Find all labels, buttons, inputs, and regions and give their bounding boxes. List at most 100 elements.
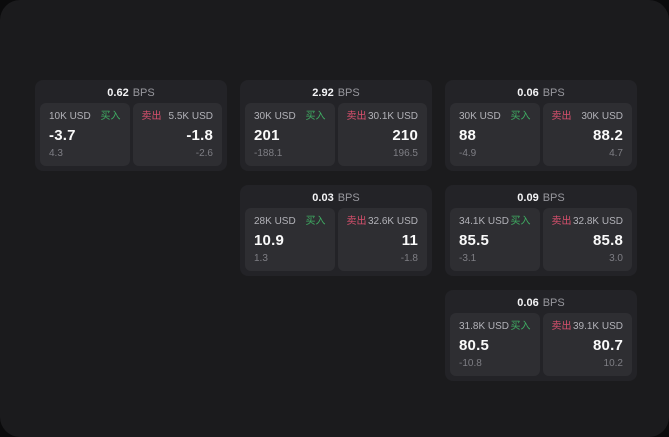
quote-card: 0.09 BPS 34.1K USD 买入 85.5 -3.1 卖出 32.8K… bbox=[445, 185, 637, 276]
buy-size: 31.8K USD bbox=[459, 321, 510, 332]
buy-delta: 1.3 bbox=[254, 253, 268, 264]
buy-delta: 4.3 bbox=[49, 148, 63, 159]
sell-delta: 196.5 bbox=[392, 148, 418, 159]
sell-label: 卖出 bbox=[141, 111, 162, 122]
buy-tile[interactable]: 30K USD 买入 201 -188.1 bbox=[245, 103, 335, 166]
sell-price: -1.8 bbox=[186, 126, 213, 144]
buy-price: 80.5 bbox=[459, 336, 489, 354]
buy-size: 30K USD bbox=[459, 111, 501, 122]
sell-tile-top: 卖出 5.5K USD bbox=[142, 111, 214, 123]
sell-tile[interactable]: 卖出 32.6K USD 11 -1.8 bbox=[337, 208, 427, 271]
sell-delta: -1.8 bbox=[400, 253, 418, 264]
quotes-grid: 0.62 BPS 10K USD 买入 -3.7 4.3 卖出 5.5K USD bbox=[35, 80, 637, 381]
quote-card: 0.62 BPS 10K USD 买入 -3.7 4.3 卖出 5.5K USD bbox=[35, 80, 227, 171]
quote-card: 0.06 BPS 30K USD 买入 88 -4.9 卖出 30K USD bbox=[445, 80, 637, 171]
spread-header: 0.06 BPS bbox=[450, 83, 632, 103]
spread-unit: BPS bbox=[132, 87, 155, 99]
sell-label: 卖出 bbox=[551, 216, 572, 227]
sell-price: 11 bbox=[401, 231, 418, 249]
buy-delta: -188.1 bbox=[254, 148, 283, 159]
buy-delta: -4.9 bbox=[459, 148, 477, 159]
buy-tile-top: 34.1K USD 买入 bbox=[459, 216, 531, 228]
sell-size: 5.5K USD bbox=[168, 111, 213, 122]
spread-value: 0.03 bbox=[312, 192, 334, 204]
spread-value: 0.62 bbox=[107, 87, 129, 99]
sell-tile-top: 卖出 32.8K USD bbox=[552, 216, 624, 228]
buy-tile-top: 10K USD 买入 bbox=[49, 111, 121, 123]
sell-label: 卖出 bbox=[346, 216, 367, 227]
buy-price: 88 bbox=[459, 126, 477, 144]
quote-tiles: 31.8K USD 买入 80.5 -10.8 卖出 39.1K USD 80.… bbox=[450, 313, 632, 376]
sell-tile-top: 卖出 32.6K USD bbox=[347, 216, 419, 228]
spread-unit: BPS bbox=[337, 192, 360, 204]
buy-tile-top: 30K USD 买入 bbox=[459, 111, 531, 123]
sell-tile[interactable]: 卖出 39.1K USD 80.7 10.2 bbox=[542, 313, 632, 376]
buy-label: 买入 bbox=[305, 216, 326, 227]
spread-unit: BPS bbox=[337, 87, 360, 99]
quote-tiles: 30K USD 买入 201 -188.1 卖出 30.1K USD 210 1… bbox=[245, 103, 427, 166]
buy-tile-top: 30K USD 买入 bbox=[254, 111, 326, 123]
sell-tile[interactable]: 卖出 5.5K USD -1.8 -2.6 bbox=[132, 103, 222, 166]
spread-value: 0.06 bbox=[517, 297, 539, 309]
buy-label: 买入 bbox=[510, 216, 531, 227]
sell-price: 210 bbox=[392, 126, 418, 144]
sell-size: 39.1K USD bbox=[572, 321, 623, 332]
spread-header: 2.92 BPS bbox=[245, 83, 427, 103]
sell-size: 30.1K USD bbox=[367, 111, 418, 122]
buy-price: 201 bbox=[254, 126, 280, 144]
buy-delta: -3.1 bbox=[459, 253, 477, 264]
buy-tile[interactable]: 31.8K USD 买入 80.5 -10.8 bbox=[450, 313, 540, 376]
sell-label: 卖出 bbox=[346, 111, 367, 122]
buy-price: 10.9 bbox=[254, 231, 284, 249]
quote-card: 2.92 BPS 30K USD 买入 201 -188.1 卖出 30.1K … bbox=[240, 80, 432, 171]
quote-card: 0.03 BPS 28K USD 买入 10.9 1.3 卖出 32.6K US… bbox=[240, 185, 432, 276]
spread-unit: BPS bbox=[542, 87, 565, 99]
sell-price: 85.8 bbox=[593, 231, 623, 249]
buy-tile[interactable]: 34.1K USD 买入 85.5 -3.1 bbox=[450, 208, 540, 271]
sell-tile[interactable]: 卖出 30K USD 88.2 4.7 bbox=[542, 103, 632, 166]
buy-tile-top: 31.8K USD 买入 bbox=[459, 321, 531, 333]
quote-tiles: 28K USD 买入 10.9 1.3 卖出 32.6K USD 11 -1.8 bbox=[245, 208, 427, 271]
buy-tile-top: 28K USD 买入 bbox=[254, 216, 326, 228]
buy-tile[interactable]: 10K USD 买入 -3.7 4.3 bbox=[40, 103, 130, 166]
spread-unit: BPS bbox=[542, 192, 565, 204]
spread-unit: BPS bbox=[542, 297, 565, 309]
quote-tiles: 34.1K USD 买入 85.5 -3.1 卖出 32.8K USD 85.8… bbox=[450, 208, 632, 271]
spread-value: 0.09 bbox=[517, 192, 539, 204]
spread-header: 0.62 BPS bbox=[40, 83, 222, 103]
spread-header: 0.09 BPS bbox=[450, 188, 632, 208]
buy-size: 30K USD bbox=[254, 111, 296, 122]
buy-label: 买入 bbox=[305, 111, 326, 122]
buy-label: 买入 bbox=[510, 111, 531, 122]
sell-tile[interactable]: 卖出 30.1K USD 210 196.5 bbox=[337, 103, 427, 166]
sell-delta: 3.0 bbox=[609, 253, 623, 264]
sell-price: 80.7 bbox=[593, 336, 623, 354]
sell-label: 卖出 bbox=[551, 321, 572, 332]
quote-tiles: 30K USD 买入 88 -4.9 卖出 30K USD 88.2 4.7 bbox=[450, 103, 632, 166]
sell-tile-top: 卖出 39.1K USD bbox=[552, 321, 624, 333]
sell-delta: 4.7 bbox=[609, 148, 623, 159]
buy-size: 34.1K USD bbox=[459, 216, 510, 227]
buy-price: -3.7 bbox=[49, 126, 76, 144]
spread-value: 0.06 bbox=[517, 87, 539, 99]
quote-tiles: 10K USD 买入 -3.7 4.3 卖出 5.5K USD -1.8 -2.… bbox=[40, 103, 222, 166]
quote-card: 0.06 BPS 31.8K USD 买入 80.5 -10.8 卖出 39.1… bbox=[445, 290, 637, 381]
buy-size: 28K USD bbox=[254, 216, 296, 227]
buy-size: 10K USD bbox=[49, 111, 91, 122]
sell-size: 30K USD bbox=[581, 111, 623, 122]
buy-price: 85.5 bbox=[459, 231, 489, 249]
buy-label: 买入 bbox=[510, 321, 531, 332]
buy-delta: -10.8 bbox=[459, 358, 482, 369]
sell-price: 88.2 bbox=[593, 126, 623, 144]
sell-tile-top: 卖出 30K USD bbox=[552, 111, 624, 123]
sell-delta: 10.2 bbox=[603, 358, 623, 369]
sell-label: 卖出 bbox=[551, 111, 572, 122]
spread-header: 0.03 BPS bbox=[245, 188, 427, 208]
sell-delta: -2.6 bbox=[195, 148, 213, 159]
spread-header: 0.06 BPS bbox=[450, 293, 632, 313]
buy-tile[interactable]: 30K USD 买入 88 -4.9 bbox=[450, 103, 540, 166]
buy-tile[interactable]: 28K USD 买入 10.9 1.3 bbox=[245, 208, 335, 271]
sell-tile[interactable]: 卖出 32.8K USD 85.8 3.0 bbox=[542, 208, 632, 271]
sell-size: 32.6K USD bbox=[367, 216, 418, 227]
